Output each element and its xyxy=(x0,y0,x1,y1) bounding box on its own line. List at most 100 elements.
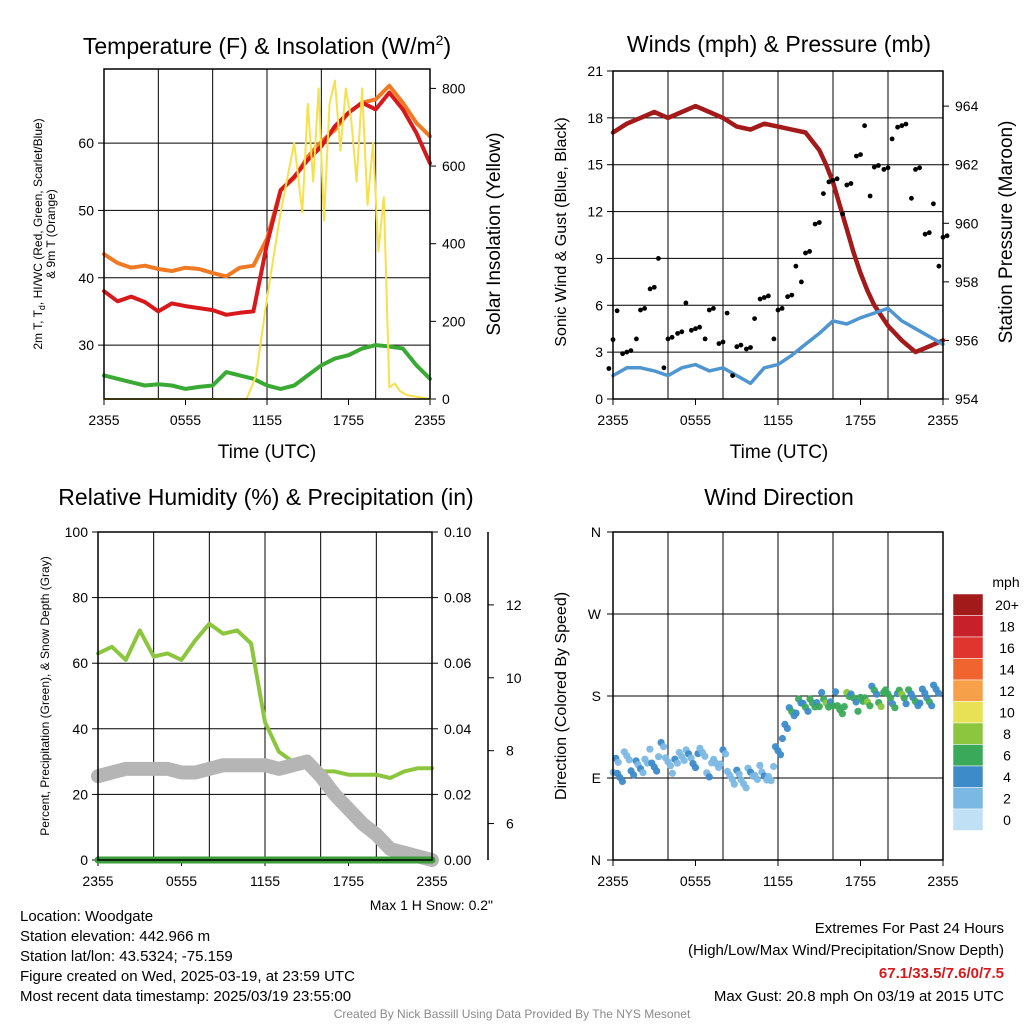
y2-tick-label: 960 xyxy=(955,215,979,231)
gust-point xyxy=(803,250,808,256)
x-tick-label: 0555 xyxy=(166,873,197,889)
temp-panel-title: Temperature (F) & Insolation (W/m2) xyxy=(83,32,451,59)
direction-point xyxy=(866,702,874,710)
y3-tick-label: 8 xyxy=(506,743,514,759)
x-tick-label: 2355 xyxy=(597,412,628,428)
gust-point xyxy=(867,193,873,199)
gust-point xyxy=(638,307,643,313)
direction-point xyxy=(735,770,743,778)
direction-point xyxy=(625,756,633,764)
rh-y-axis-title: Percent, Precipitation (Green), & Snow D… xyxy=(38,556,52,835)
gust-point xyxy=(917,165,922,171)
wind-y-axis-title: Sonic Wind & Gust (Blue, Black) xyxy=(553,117,570,346)
rh-plot: 2355 0555 1155 1755 2355 0 20 40 60 80 100 0.00 0.02… xyxy=(65,524,522,889)
legend-label: 20+ xyxy=(995,597,1019,613)
x-tick-label: 1155 xyxy=(252,412,282,428)
direction-point xyxy=(852,698,860,706)
gust-point xyxy=(944,233,950,239)
gust-point xyxy=(889,136,895,142)
legend-label: 10 xyxy=(999,704,1015,720)
gust-point xyxy=(876,163,881,168)
series-sonic-wind xyxy=(611,306,945,386)
legend-swatch xyxy=(952,593,984,616)
gust-point xyxy=(785,294,790,300)
direction-point xyxy=(646,745,654,753)
dir-plot: 2355 0555 1155 1755 2355 N E S W N xyxy=(588,524,959,889)
y-tick-label: 40 xyxy=(72,721,88,737)
direction-point xyxy=(687,754,695,762)
direction-point xyxy=(928,702,936,710)
gust-point xyxy=(844,182,850,188)
y-tick-label: 3 xyxy=(595,344,603,360)
gust-point xyxy=(789,292,795,298)
direction-point xyxy=(902,700,910,708)
plot-frame xyxy=(612,531,944,861)
direction-point xyxy=(666,762,675,770)
gust-point xyxy=(854,153,859,159)
direction-point xyxy=(792,709,800,717)
direction-point xyxy=(655,753,663,761)
snow-note: Max 1 H Snow: 0.2" xyxy=(370,897,493,913)
gust-point xyxy=(738,342,744,348)
plot-frame xyxy=(97,531,433,861)
footer-latlon: Station lat/lon: 43.5324; -75.159 xyxy=(20,948,233,965)
direction-point xyxy=(705,773,713,781)
gust-point xyxy=(871,164,877,170)
gust-point xyxy=(628,348,634,353)
y3-tick-label: 6 xyxy=(506,816,514,832)
gust-point xyxy=(689,327,694,333)
direction-point xyxy=(742,784,750,792)
y-tick-label: 20 xyxy=(72,786,88,802)
x-tick-label: 0555 xyxy=(680,412,711,428)
x-tick-label: 2355 xyxy=(82,873,113,889)
gust-point xyxy=(748,345,753,350)
series-snow-depth xyxy=(91,754,439,867)
legend-title: mph xyxy=(992,574,1019,590)
direction-point xyxy=(691,764,700,772)
gust-point xyxy=(840,211,845,217)
y-tick-label: S xyxy=(592,688,601,704)
gust-point xyxy=(642,306,647,311)
gust-point xyxy=(834,176,840,182)
gust-point xyxy=(606,366,612,371)
y3-tick-label: 12 xyxy=(506,597,522,613)
y2-tick-label: 0.06 xyxy=(444,655,471,671)
direction-point xyxy=(804,707,812,715)
direction-point xyxy=(891,704,899,712)
x-tick-label: 2355 xyxy=(88,412,119,428)
gust-point xyxy=(706,307,712,313)
legend-swatch xyxy=(952,787,984,810)
y2-tick-label: 964 xyxy=(955,98,979,114)
y2-tick-label: 956 xyxy=(955,332,979,348)
gust-point xyxy=(702,336,708,342)
x-tick-label: 1755 xyxy=(845,412,876,428)
direction-point xyxy=(770,762,778,771)
temp-y-axis-title: 2m T, Td, HI/WC (Red, Green, Scarlet/Blu… xyxy=(31,118,58,349)
y2-tick-label: 0.02 xyxy=(444,786,471,802)
y3-tick-label: 10 xyxy=(506,670,522,686)
gust-point xyxy=(752,316,757,321)
gust-point xyxy=(720,339,726,345)
gust-point xyxy=(716,341,722,346)
legend-label: 18 xyxy=(999,618,1015,634)
gust-point xyxy=(697,324,702,330)
x-tick-label: 1755 xyxy=(333,412,364,428)
gust-point xyxy=(936,263,942,269)
x-tick-label: 1155 xyxy=(763,412,793,428)
gust-point xyxy=(793,263,799,269)
gust-point xyxy=(858,152,863,158)
direction-point xyxy=(877,703,885,711)
gust-point xyxy=(895,124,900,130)
gust-point xyxy=(675,331,680,336)
x-tick-label: 1755 xyxy=(845,873,876,889)
gust-point xyxy=(926,230,932,236)
gust-point xyxy=(922,231,928,237)
direction-point xyxy=(935,689,943,697)
gust-point xyxy=(771,336,777,342)
y-tick-label: 0 xyxy=(595,391,603,407)
gust-point xyxy=(624,349,630,355)
plot-frame xyxy=(103,68,431,400)
gust-point xyxy=(757,296,763,302)
extremes-subtitle: (High/Low/Max Wind/Precipitation/Snow De… xyxy=(688,942,1004,959)
gust-point xyxy=(734,344,740,350)
